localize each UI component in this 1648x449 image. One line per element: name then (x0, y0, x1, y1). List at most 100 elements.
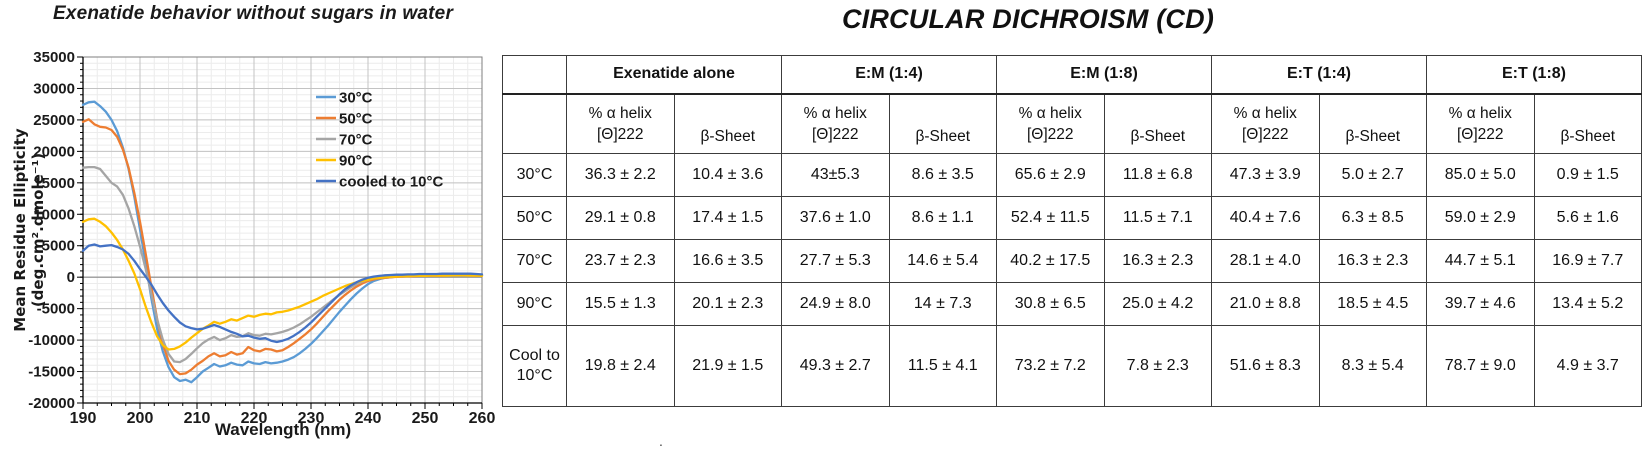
value-cell: 36.3 ± 2.2 (566, 153, 675, 197)
value-cell: 44.7 ± 5.1 (1426, 239, 1535, 283)
value-cell: 16.6 ± 3.5 (673, 239, 782, 283)
series-line-3 (81, 217, 484, 351)
value-cell: 73.2 ± 7.2 (996, 325, 1105, 407)
value-cell: 8.3 ± 5.4 (1318, 325, 1427, 407)
legend: 30°C 50°C 70°C 90°C cooled to 10°C (316, 90, 444, 191)
svg-text:20000: 20000 (33, 143, 75, 160)
cd-spectra-chart: 35000 30000 25000 20000 15000 10000 5000 0 -5000… (28, 49, 496, 427)
value-cell: 16.3 ± 2.3 (1318, 239, 1427, 283)
subheader-helix: % α helix [Θ]222 (1426, 93, 1535, 154)
group-header-em-1-4: E:M (1:4) (781, 55, 997, 95)
legend-label: 50°C (339, 111, 373, 128)
y-axis-label: Mean Residue Ellipticity (deg.cm².dmole⁻… (11, 128, 47, 332)
table-row: 70°C 23.7 ± 2.3 16.6 ± 3.5 27.7 ± 5.3 14… (502, 239, 1642, 283)
value-cell: 18.5 ± 4.5 (1318, 282, 1427, 326)
table-row: Cool to 10°C 19.8 ± 2.4 21.9 ± 1.5 49.3 … (502, 325, 1642, 407)
value-cell: 17.4 ± 1.5 (673, 196, 782, 240)
subheader-beta: β-Sheet (888, 93, 997, 154)
svg-text:10000: 10000 (33, 206, 75, 223)
cd-chart-panel: Exenatide behavior without sugars in wat… (0, 0, 500, 449)
value-cell: 13.4 ± 5.2 (1533, 282, 1642, 326)
value-cell: 11.5 ± 4.1 (888, 325, 997, 407)
value-cell: 5.0 ± 2.7 (1318, 153, 1427, 197)
value-cell: 40.2 ± 17.5 (996, 239, 1105, 283)
value-cell: 10.4 ± 3.6 (673, 153, 782, 197)
subheader-beta: β-Sheet (1103, 93, 1212, 154)
group-header-exenatide-alone: Exenatide alone (566, 55, 782, 95)
row-label: 30°C (502, 153, 567, 197)
legend-label: 30°C (339, 90, 373, 107)
value-cell: 28.1 ± 4.0 (1211, 239, 1320, 283)
chart-title: Exenatide behavior without sugars in wat… (52, 3, 454, 24)
value-cell: 16.3 ± 2.3 (1103, 239, 1212, 283)
value-cell: 7.8 ± 2.3 (1103, 325, 1212, 407)
minor-gridlines (82, 56, 483, 404)
subheader-beta: β-Sheet (1318, 93, 1427, 154)
svg-text:0: 0 (67, 269, 75, 286)
value-cell: 51.6 ± 8.3 (1211, 325, 1320, 407)
value-cell: 8.6 ± 1.1 (888, 196, 997, 240)
svg-text:240: 240 (355, 410, 382, 427)
svg-text:220: 220 (241, 410, 268, 427)
series-line-4 (81, 243, 484, 344)
legend-label: 90°C (339, 153, 373, 170)
value-cell: 43±5.3 (781, 153, 890, 197)
svg-text:25000: 25000 (33, 112, 75, 129)
empty-cell (502, 93, 567, 154)
value-cell: 78.7 ± 9.0 (1426, 325, 1535, 407)
value-cell: 14 ± 7.3 (888, 282, 997, 326)
value-cell: 29.1 ± 0.8 (566, 196, 675, 240)
table-row: 90°C 15.5 ± 1.3 20.1 ± 2.3 24.9 ± 8.0 14… (502, 282, 1642, 326)
value-cell: 39.7 ± 4.6 (1426, 282, 1535, 326)
svg-text:200: 200 (127, 410, 154, 427)
value-cell: 5.6 ± 1.6 (1533, 196, 1642, 240)
row-label: 90°C (502, 282, 567, 326)
value-cell: 21.9 ± 1.5 (673, 325, 782, 407)
value-cell: 8.6 ± 3.5 (888, 153, 997, 197)
group-header-et-1-4: E:T (1:4) (1211, 55, 1427, 95)
svg-text:210: 210 (184, 410, 211, 427)
svg-text:190: 190 (70, 410, 97, 427)
value-cell: 65.6 ± 2.9 (996, 153, 1105, 197)
stray-dot: . (659, 433, 663, 449)
value-cell: 37.6 ± 1.0 (781, 196, 890, 240)
svg-text:5000: 5000 (42, 238, 75, 255)
value-cell: 14.6 ± 5.4 (888, 239, 997, 283)
svg-text:15000: 15000 (33, 175, 75, 192)
value-cell: 21.0 ± 8.8 (1211, 282, 1320, 326)
subheader-helix: % α helix [Θ]222 (996, 93, 1105, 154)
svg-text:-10000: -10000 (28, 332, 75, 349)
row-label: 70°C (502, 239, 567, 283)
value-cell: 11.5 ± 7.1 (1103, 196, 1212, 240)
svg-text:250: 250 (412, 410, 439, 427)
value-cell: 47.3 ± 3.9 (1211, 153, 1320, 197)
group-header-row: Exenatide alone E:M (1:4) E:M (1:8) E:T … (502, 55, 1642, 95)
subheader-helix: % α helix [Θ]222 (566, 93, 675, 154)
value-cell: 52.4 ± 11.5 (996, 196, 1105, 240)
subheader-helix: % α helix [Θ]222 (781, 93, 890, 154)
x-tick-labels: 190 200 210 220 230 240 250 260 (70, 410, 496, 427)
svg-text:-5000: -5000 (37, 301, 75, 318)
svg-text:-15000: -15000 (28, 364, 75, 381)
subheader-beta: β-Sheet (1533, 93, 1642, 154)
value-cell: 59.0 ± 2.9 (1426, 196, 1535, 240)
svg-text:30000: 30000 (33, 80, 75, 97)
tick-marks (77, 56, 483, 409)
value-cell: 0.9 ± 1.5 (1533, 153, 1642, 197)
value-cell: 25.0 ± 4.2 (1103, 282, 1212, 326)
legend-label: cooled to 10°C (339, 174, 444, 191)
y-tick-labels: 35000 30000 25000 20000 15000 10000 5000 0 -5000… (28, 49, 75, 412)
group-header-em-1-8: E:M (1:8) (996, 55, 1212, 95)
table-row: 50°C 29.1 ± 0.8 17.4 ± 1.5 37.6 ± 1.0 8.… (502, 196, 1642, 240)
svg-text:230: 230 (298, 410, 325, 427)
sub-header-row: % α helix [Θ]222 β-Sheet % α helix [Θ]222 … (502, 93, 1642, 154)
value-cell: 19.8 ± 2.4 (566, 325, 675, 407)
value-cell: 6.3 ± 8.5 (1318, 196, 1427, 240)
svg-text:-20000: -20000 (28, 395, 75, 412)
value-cell: 40.4 ± 7.6 (1211, 196, 1320, 240)
value-cell: 23.7 ± 2.3 (566, 239, 675, 283)
value-cell: 15.5 ± 1.3 (566, 282, 675, 326)
value-cell: 4.9 ± 3.7 (1533, 325, 1642, 407)
value-cell: 16.9 ± 7.7 (1533, 239, 1642, 283)
row-label: Cool to 10°C (502, 325, 567, 407)
